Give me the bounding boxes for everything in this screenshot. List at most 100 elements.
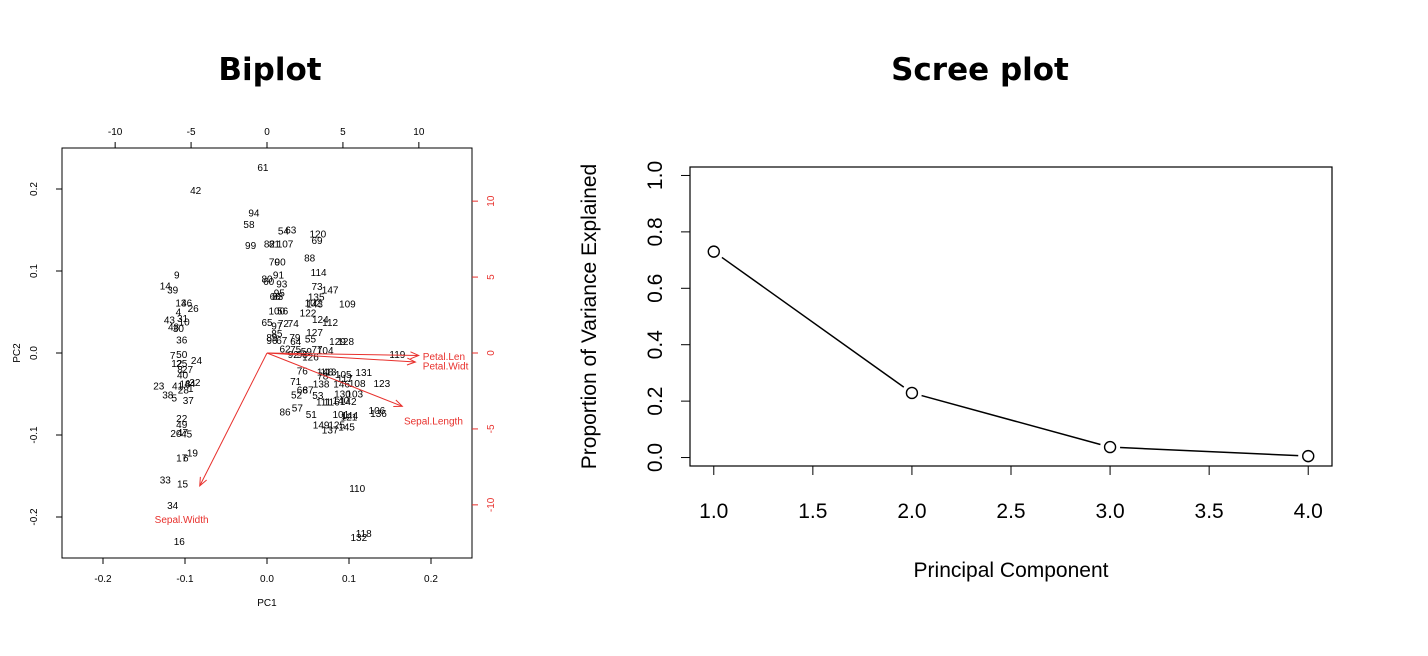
biplot-point-label: 78 (317, 371, 329, 382)
biplot-point-label: 1 (188, 384, 194, 395)
biplot-loading-arrow (266, 352, 419, 356)
biplot-loading-label: Petal.Widt (423, 362, 469, 373)
biplot-point-label: 49 (176, 420, 188, 431)
biplot-point-label: 110 (349, 484, 365, 495)
biplot-point-label: 104 (317, 346, 334, 357)
biplot-point-label: 131 (355, 368, 372, 379)
biplot-point-label: 42 (190, 186, 202, 197)
biplot-point-label: 148 (317, 367, 334, 378)
biplot-point-label: 8 (177, 365, 183, 376)
biplot-point-label: 27 (182, 365, 194, 376)
biplot-top-tick-label: 0 (264, 127, 270, 138)
biplot-point-label: 71 (290, 377, 302, 388)
biplot-point-label: 65 (261, 318, 273, 329)
biplot-point-label: 74 (288, 319, 300, 330)
scree-y-tick-label: 0.0 (644, 443, 667, 472)
biplot-right-tick-label: 10 (486, 195, 497, 207)
biplot-point-label: 54 (278, 226, 290, 237)
biplot-point-label: 109 (339, 299, 356, 310)
biplot-point-label: 43 (164, 316, 176, 327)
biplot-point-label: 99 (245, 241, 257, 252)
biplot-loading-arrow (199, 352, 268, 487)
biplot-point-label: 107 (277, 239, 294, 250)
biplot-point-label: 62 (279, 344, 291, 355)
scree-plot-title: Scree plot (891, 52, 1069, 88)
biplot-point-label: 119 (389, 350, 405, 361)
biplot-arrow-head (406, 357, 417, 366)
biplot-point-label: 80 (261, 275, 273, 286)
biplot-point-label: 26 (188, 304, 200, 315)
biplot-point-label: 76 (297, 367, 309, 378)
biplot-point-label: 72 (278, 319, 290, 330)
biplot-right-tick-label: -5 (486, 424, 497, 433)
biplot-point-label: 86 (279, 408, 291, 419)
biplot-point-label: 38 (162, 390, 174, 401)
biplot-point-label: 138 (313, 380, 330, 391)
biplot-point-label: 14 (160, 281, 172, 292)
biplot-point-label: 120 (309, 230, 326, 241)
scree-y-tick-label: 0.4 (644, 330, 667, 360)
biplot-point-label: 146 (333, 380, 350, 391)
biplot-point-label: 6 (183, 453, 189, 464)
scree-y-tick-label: 0.8 (644, 217, 667, 246)
scree-line-segment (921, 394, 1101, 446)
biplot-right-tick-label: 5 (486, 274, 497, 280)
biplot-point-label: 89 (266, 333, 278, 344)
biplot-point-label: 73 (311, 282, 323, 293)
biplot-point-label: 82 (264, 239, 276, 250)
biplot-point-label: 51 (306, 410, 318, 421)
biplot-point-label: 113 (321, 367, 337, 378)
biplot-point-label: 92 (288, 350, 300, 361)
biplot-point-label: 103 (346, 390, 363, 401)
biplot-point-label: 75 (290, 345, 302, 356)
biplot-y-tick-label: -0.1 (29, 426, 40, 444)
biplot-arrow-head (410, 351, 420, 360)
biplot-top-tick-label: -5 (187, 127, 196, 138)
biplot-point-label: 118 (356, 529, 372, 540)
biplot-point-label: 91 (273, 271, 285, 282)
biplot-point-label: 69 (311, 236, 323, 247)
biplot-point-label: 7 (170, 351, 176, 362)
biplot-point-label: 94 (248, 208, 260, 219)
biplot-point-label: 112 (322, 318, 338, 329)
biplot-loading-arrow (266, 352, 416, 363)
biplot-loading-label: Sepal.Width (155, 515, 209, 526)
biplot-point-label: 102 (305, 298, 322, 309)
biplot-point-label: 68 (270, 292, 282, 303)
scree-y-tick-label: 0.2 (644, 387, 667, 416)
scree-line-segment (1120, 446, 1299, 457)
scree-y-tick-label: 1.0 (644, 161, 667, 190)
biplot-x-tick-label: 0.0 (260, 574, 274, 585)
biplot-point-label: 12 (171, 359, 183, 370)
biplot-x-tick-label: -0.2 (94, 574, 112, 585)
biplot-point-label: 130 (334, 390, 351, 401)
biplot-x-axis-label: PC1 (257, 598, 277, 609)
biplot-point-label: 10 (179, 317, 191, 328)
biplot-point-label: 97 (271, 321, 283, 332)
biplot-point-label: 81 (269, 239, 281, 250)
biplot-right-tick-label: 0 (486, 350, 497, 356)
biplot-point-label: 5 (172, 394, 178, 405)
biplot-point-label: 17 (176, 453, 188, 464)
biplot-top-tick-label: 10 (413, 127, 425, 138)
biplot-point-label: 44 (184, 379, 196, 390)
biplot-point-label: 53 (312, 391, 324, 402)
scree-line-segment (721, 256, 905, 388)
biplot-point-label: 126 (302, 353, 319, 364)
scree-frame (689, 166, 1333, 467)
biplot-point-label: 83 (272, 292, 284, 303)
biplot-point-label: 34 (167, 501, 179, 512)
biplot-point-label: 63 (285, 226, 297, 237)
biplot-point-label: 127 (306, 328, 323, 339)
biplot-point-label: 33 (160, 476, 172, 487)
biplot-point-label: 85 (271, 329, 283, 340)
biplot-point-label: 66 (297, 385, 309, 396)
biplot-point-label: 116 (324, 398, 340, 409)
biplot-point-label: 4 (176, 308, 182, 319)
biplot-point-label: 64 (290, 337, 302, 348)
biplot-point-label: 122 (300, 308, 317, 319)
biplot-point-label: 108 (349, 379, 366, 390)
scree-y-tick-label: 0.6 (644, 274, 667, 303)
